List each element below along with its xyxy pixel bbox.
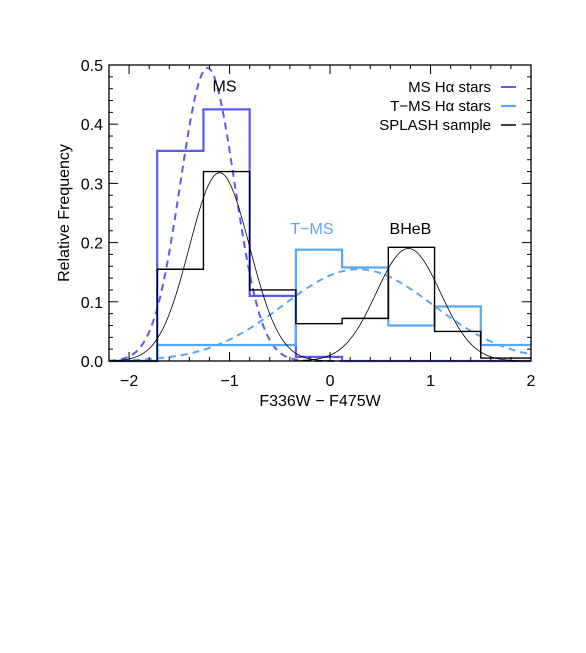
x-tick-label: 0 — [326, 373, 335, 390]
legend-entry-label: SPLASH sample — [379, 117, 491, 134]
x-tick-label: −1 — [220, 373, 238, 390]
annotation-label: T−MS — [290, 221, 333, 238]
histogram-step-1 — [109, 248, 531, 363]
x-axis-label: F336W − F475W — [259, 393, 381, 410]
series-2 — [108, 170, 531, 362]
x-tick-label: 1 — [426, 373, 435, 390]
x-tick-label: 2 — [527, 373, 536, 390]
plot-frame — [108, 64, 532, 362]
gaussian-curve-1 — [108, 268, 532, 362]
y-tick-label: 0.5 — [81, 58, 103, 75]
series-1 — [108, 248, 532, 363]
y-tick-label: 0.0 — [81, 354, 103, 371]
annotation-label: BHeB — [390, 221, 432, 238]
annotation-label: MS — [213, 79, 237, 96]
y-tick-label: 0.1 — [81, 295, 103, 312]
y-tick-label: 0.2 — [81, 236, 103, 253]
histogram-step-2 — [109, 170, 531, 362]
y-tick-label: 0.4 — [81, 117, 103, 134]
x-tick-label: −2 — [120, 373, 138, 390]
legend-entry-label: T−MS Hα stars — [390, 98, 491, 115]
legend-entry-label: MS Hα stars — [408, 79, 491, 96]
y-tick-label: 0.3 — [81, 176, 103, 193]
gaussian-curve-2 — [108, 172, 531, 362]
y-axis-label: Relative Frequency — [56, 144, 73, 282]
